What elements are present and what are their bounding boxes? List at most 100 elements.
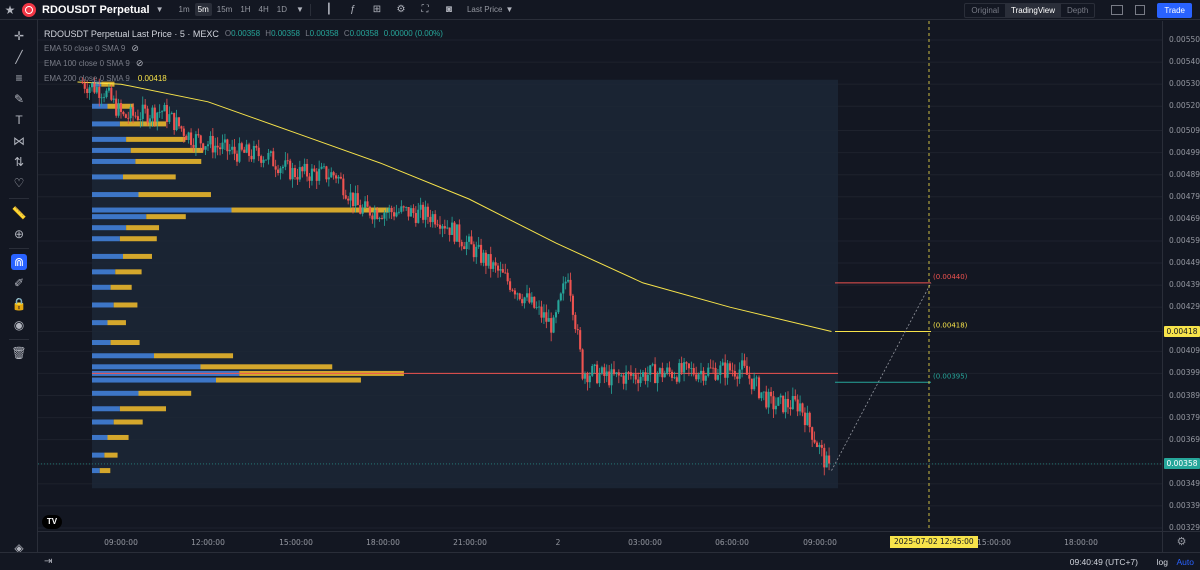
candle-body bbox=[409, 208, 413, 217]
volume-profile-sell-bar bbox=[135, 158, 202, 164]
volume-profile-sell-bar bbox=[123, 253, 152, 259]
lock-icon[interactable]: 🔒 bbox=[11, 297, 27, 311]
interval-15m[interactable]: 15m bbox=[216, 5, 233, 14]
eye-icon[interactable]: ◉ bbox=[13, 318, 25, 332]
volume-profile-sell-bar bbox=[99, 468, 111, 474]
date-range-icon[interactable]: ⇥ bbox=[44, 556, 53, 567]
ruler-icon[interactable]: 📏 bbox=[11, 206, 27, 220]
layers-icon[interactable]: ◈ bbox=[14, 541, 24, 555]
horizontal-lines-icon[interactable]: ≡ bbox=[15, 71, 23, 85]
trendline-icon[interactable]: ╱ bbox=[15, 50, 23, 64]
favorite-star-icon[interactable]: ★ bbox=[4, 2, 16, 17]
symbol-dropdown-chevron-icon[interactable]: ▼ bbox=[155, 5, 164, 14]
price-source-dropdown[interactable]: Last Price bbox=[466, 5, 503, 14]
candle-body bbox=[598, 373, 601, 384]
candle-body bbox=[562, 283, 565, 294]
trade-button[interactable]: Trade bbox=[1157, 2, 1192, 18]
candle-body bbox=[574, 314, 577, 330]
legend-ema200[interactable]: EMA 200 close 0 SMA 9 0.00418 bbox=[44, 71, 446, 86]
indicators-icon[interactable]: ƒ bbox=[350, 4, 356, 15]
text-tool-icon[interactable]: T bbox=[15, 113, 23, 127]
volume-profile-sell-bar bbox=[107, 434, 129, 440]
magnet-icon[interactable]: ⋒ bbox=[11, 254, 27, 270]
heart-icon[interactable]: ♡ bbox=[13, 176, 25, 190]
clock-timezone[interactable]: 09:40:49 (UTC+7) bbox=[1069, 557, 1138, 567]
view-depth-tab[interactable]: Depth bbox=[1067, 5, 1089, 15]
interval-1h[interactable]: 1H bbox=[240, 5, 251, 14]
price-chart[interactable]: (0.00440) (0.00418) (0.00395) bbox=[38, 21, 1162, 531]
interval-5m[interactable]: 5m bbox=[194, 3, 212, 16]
pattern-icon[interactable]: ⋈ bbox=[13, 134, 25, 148]
candle-body bbox=[557, 300, 560, 313]
volume-profile-sell-bar bbox=[146, 214, 186, 220]
symbol-name[interactable]: RDOUSDT Perpetual bbox=[42, 3, 150, 16]
candle-body bbox=[209, 135, 212, 145]
price-axis[interactable]: 0.00550 0.00540 0.00530 0.00520 0.00509 0.004… bbox=[1162, 21, 1200, 532]
view-tradingview-tab[interactable]: TradingView bbox=[1005, 3, 1062, 17]
hidden-eye-icon[interactable]: ⊘ bbox=[131, 43, 139, 53]
candle-body bbox=[202, 143, 205, 150]
settings-gear-icon[interactable]: ⚙ bbox=[396, 4, 406, 15]
trash-icon[interactable]: 🗑 bbox=[11, 346, 27, 360]
volume-profile-buy-bar bbox=[92, 468, 100, 474]
hidden-eye-icon[interactable]: ⊘ bbox=[135, 58, 144, 68]
candle-body bbox=[649, 365, 652, 375]
lock-drawings-icon[interactable]: ✐ bbox=[13, 276, 25, 290]
candle-body bbox=[760, 392, 763, 399]
popout-icon[interactable] bbox=[1135, 5, 1146, 15]
price-tick: 0.00409 bbox=[1169, 346, 1200, 356]
camera-icon[interactable]: ◙ bbox=[445, 4, 452, 15]
candle-body bbox=[250, 155, 253, 160]
chart-pane[interactable]: (0.00440) (0.00418) (0.00395) bbox=[38, 21, 1162, 531]
price-source-chevron-icon[interactable]: ▼ bbox=[505, 5, 514, 14]
candle-body bbox=[412, 208, 415, 214]
candle-body bbox=[615, 372, 618, 375]
interval-4h[interactable]: 4H bbox=[258, 5, 269, 14]
candle-body bbox=[291, 168, 294, 180]
candle-body bbox=[709, 367, 712, 369]
interval-1m[interactable]: 1m bbox=[178, 5, 190, 14]
time-tick: 12:00:00 bbox=[191, 538, 225, 547]
brush-icon[interactable]: ✎ bbox=[13, 92, 25, 106]
time-axis[interactable]: 09:00:00 12:00:00 15:00:00 18:00:00 21:00:00… bbox=[38, 531, 1162, 552]
axis-settings-gear-icon[interactable]: ⚙ bbox=[1162, 531, 1200, 552]
volume-profile-sell-bar bbox=[138, 390, 192, 396]
candle-body bbox=[569, 279, 572, 296]
volume-profile-buy-bar bbox=[92, 340, 111, 346]
legend-ohlc: O0.00358 H0.00358 L0.00358 C0.00358 0.00… bbox=[224, 29, 443, 38]
view-original-tab[interactable]: Original bbox=[971, 5, 999, 15]
forecast-icon[interactable]: ⇅ bbox=[13, 155, 25, 169]
candle-style-icon[interactable]: ┃ bbox=[325, 4, 332, 15]
zoom-icon[interactable]: ⊕ bbox=[13, 227, 25, 241]
volume-profile-sell-bar bbox=[115, 269, 142, 275]
candle-body bbox=[83, 83, 86, 89]
candle-body bbox=[564, 281, 567, 284]
candle-body bbox=[525, 293, 529, 298]
price-tick: 0.00550 bbox=[1169, 35, 1200, 44]
candle-body bbox=[330, 172, 333, 178]
volume-profile-sell-bar bbox=[216, 377, 361, 383]
candle-body bbox=[148, 118, 152, 123]
crosshair-icon[interactable]: ✛ bbox=[13, 29, 25, 43]
candle-body bbox=[419, 204, 422, 210]
price-tick: 0.00509 bbox=[1169, 125, 1200, 135]
log-scale-toggle[interactable]: log bbox=[1156, 557, 1168, 567]
ema-price-label: 0.00418 bbox=[1164, 325, 1200, 337]
interval-dropdown-chevron-icon[interactable]: ▼ bbox=[296, 5, 304, 14]
legend-ema100[interactable]: EMA 100 close 0 SMA 9 ⊘ bbox=[44, 56, 446, 71]
candle-body bbox=[605, 371, 608, 376]
candle-body bbox=[274, 166, 277, 170]
templates-icon[interactable]: ⊞ bbox=[372, 4, 382, 15]
auto-scale-toggle[interactable]: Auto bbox=[1176, 557, 1195, 567]
candle-body bbox=[426, 206, 429, 217]
layout-icon[interactable] bbox=[1111, 5, 1124, 15]
candle-body bbox=[197, 134, 200, 136]
candle-body bbox=[219, 147, 222, 150]
candle-body bbox=[673, 377, 676, 379]
candle-body bbox=[828, 455, 831, 464]
fullscreen-icon[interactable]: ⛶ bbox=[421, 4, 429, 15]
candle-body bbox=[579, 330, 582, 350]
interval-1d[interactable]: 1D bbox=[276, 5, 288, 14]
candle-body bbox=[593, 364, 596, 366]
legend-ema50[interactable]: EMA 50 close 0 SMA 9 ⊘ bbox=[44, 41, 446, 56]
